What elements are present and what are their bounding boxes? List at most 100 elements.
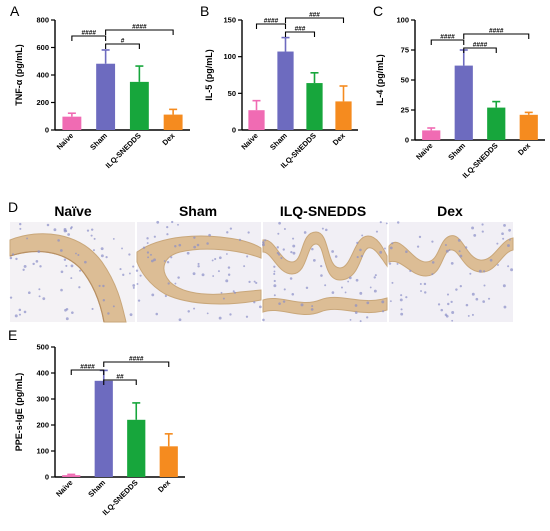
nucleus-dot (354, 304, 358, 307)
significance-label: #### (473, 42, 488, 49)
nucleus-dot (186, 251, 190, 255)
bar-naive (62, 475, 81, 477)
nucleus-dot (19, 222, 22, 226)
nucleus-dot (32, 262, 35, 266)
nucleus-dot (229, 313, 232, 316)
nucleus-dot (431, 240, 434, 243)
nucleus-dot (431, 273, 434, 276)
category-label: Sham (88, 131, 109, 152)
nucleus-dot (166, 233, 169, 236)
nucleus-dot (289, 277, 293, 280)
nucleus-dot (458, 250, 461, 253)
nucleus-dot (331, 291, 335, 294)
nucleus-dot (98, 284, 101, 287)
nucleus-dot (9, 296, 13, 299)
nucleus-dot (381, 300, 385, 304)
nucleus-dot (212, 275, 215, 277)
nucleus-dot (450, 300, 453, 303)
nucleus-dot (177, 276, 180, 279)
nucleus-dot (229, 227, 233, 230)
nucleus-dot (107, 312, 110, 315)
y-tick-label: 400 (36, 369, 49, 378)
nucleus-dot (222, 297, 225, 300)
significance-label: #### (129, 356, 144, 363)
nucleus-dot (359, 291, 363, 295)
nucleus-dot (46, 223, 50, 227)
nucleus-dot (508, 238, 511, 241)
nucleus-dot (166, 225, 169, 229)
nucleus-dot (38, 295, 41, 298)
category-label: Dex (516, 140, 533, 157)
nucleus-dot (320, 264, 323, 268)
significance-bracket (430, 39, 465, 45)
significance-label: ### (309, 12, 320, 19)
nucleus-dot (292, 244, 296, 248)
nucleus-dot (391, 281, 394, 284)
nucleus-dot (451, 311, 455, 314)
nucleus-dot (78, 286, 81, 289)
chart-tnf-alpha: 0 200 400 600 800 TNF-α (pg/mL) Naive ShamILQ-S… (14, 16, 190, 170)
bar-dex (519, 114, 538, 140)
y-tick-label: 100 (396, 16, 409, 25)
significance-label: #### (80, 364, 95, 371)
nucleus-dot (349, 318, 352, 321)
bar-ilq-snedds (129, 81, 149, 130)
y-tick-label: 0 (45, 126, 49, 135)
nucleus-dot (418, 235, 422, 239)
nucleus-dot (18, 313, 21, 316)
nucleus-dot (60, 270, 64, 274)
nucleus-dot (208, 233, 211, 237)
nucleus-dot (42, 297, 46, 301)
nucleus-dot (471, 313, 474, 316)
nucleus-dot (391, 242, 394, 245)
nucleus-dot (473, 233, 477, 237)
significance-label: #### (82, 30, 97, 37)
nucleus-dot (53, 228, 57, 232)
nucleus-dot (423, 282, 427, 286)
nucleus-dot (366, 316, 369, 319)
y-axis-label: TNF-α (pg/mL) (14, 44, 24, 106)
nucleus-dot (142, 246, 146, 249)
panel-label-c: C (373, 3, 383, 19)
nucleus-dot (311, 247, 314, 251)
nucleus-dot (18, 308, 22, 312)
nucleus-dot (467, 314, 470, 317)
nucleus-dot (396, 221, 400, 224)
nucleus-dot (137, 299, 141, 302)
nucleus-dot (23, 264, 27, 268)
y-tick-label: 500 (36, 343, 49, 352)
nucleus-dot (37, 250, 41, 253)
significance-label: #### (440, 34, 455, 41)
nucleus-dot (146, 251, 150, 254)
nucleus-dot (253, 280, 256, 283)
nucleus-dot (26, 237, 28, 240)
nucleus-dot (354, 311, 358, 314)
nucleus-dot (276, 251, 280, 255)
y-tick-label: 0 (405, 136, 409, 145)
nucleus-dot (489, 258, 493, 262)
nucleus-dot (334, 255, 338, 258)
nucleus-dot (39, 265, 42, 268)
nucleus-dot (389, 300, 392, 303)
nucleus-dot (359, 248, 362, 252)
y-axis-label: PPE-s-IgE (pg/mL) (14, 373, 24, 452)
nucleus-dot (214, 257, 217, 261)
category-label: Sham (86, 478, 107, 499)
nucleus-dot (503, 223, 506, 227)
nucleus-dot (399, 298, 403, 302)
nucleus-dot (19, 227, 22, 230)
histology-nuclei (9, 220, 514, 323)
nucleus-dot (282, 300, 286, 303)
nucleus-dot (35, 260, 39, 263)
nucleus-dot (290, 251, 293, 254)
nucleus-dot (262, 318, 265, 322)
y-axis-label: IL-4 (pg/mL) (375, 54, 385, 106)
nucleus-dot (211, 259, 214, 262)
histology-title-ilq-snedds: ILQ-SNEDDS (280, 203, 366, 219)
nucleus-dot (177, 223, 179, 226)
bar-dex (163, 114, 183, 130)
nucleus-dot (132, 265, 135, 268)
nucleus-dot (150, 253, 152, 256)
y-axis-label: IL-5 (pg/mL) (204, 49, 214, 101)
nucleus-dot (481, 230, 484, 233)
